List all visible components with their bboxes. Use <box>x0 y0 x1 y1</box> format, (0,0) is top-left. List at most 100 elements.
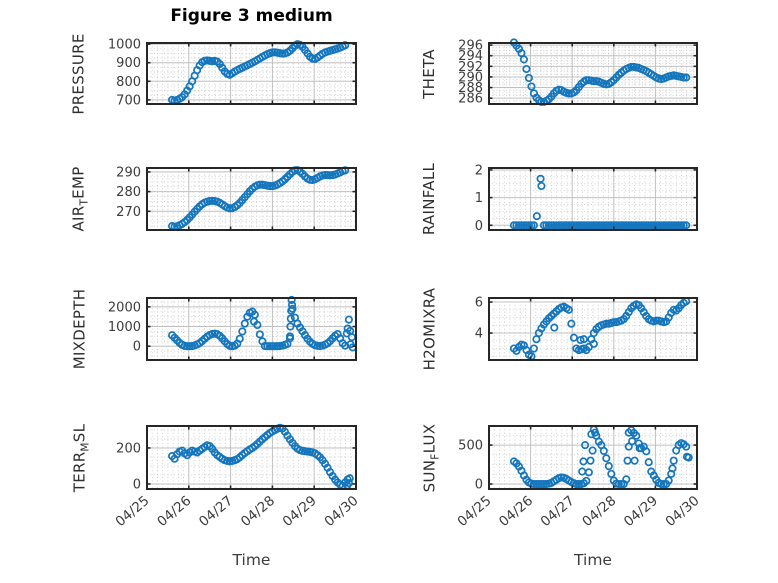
y-tick-label: 800 <box>116 75 141 90</box>
y-axis-label: H2OMIXRA <box>420 287 438 371</box>
y-tick-label: 700 <box>116 93 141 108</box>
x-axis-label-right: Time <box>574 551 612 569</box>
minor-grid <box>147 298 356 360</box>
y-tick-labels: 0 200 <box>116 441 141 492</box>
tick-marks <box>489 426 697 489</box>
plot-area: 700 800 900 1000 <box>108 38 357 108</box>
y-tick-label: 500 <box>458 439 483 454</box>
minor-grid <box>147 426 356 489</box>
plot-area: 46 <box>475 296 698 361</box>
plot-area: 0 1 2 <box>475 163 698 234</box>
y-tick-label: 900 <box>116 56 141 71</box>
tick-marks <box>147 298 356 360</box>
data-points <box>168 295 357 352</box>
y-axis-label: TERRMSL <box>70 423 91 492</box>
x-tick-label: 04/29 <box>280 493 320 530</box>
y-tick-label: 200 <box>116 441 141 456</box>
axes-box <box>488 297 698 361</box>
minor-grid <box>489 426 697 489</box>
y-tick-labels: 0 1000 2000 <box>108 300 141 354</box>
figure-title: Figure 3 medium <box>170 6 333 26</box>
subplot-terr-msl: 0 200 04/25 04/26 04/27 04/28 04/29 04/30 TERRMS… <box>70 423 362 530</box>
axes-box <box>488 42 698 105</box>
y-axis-label: AIRTEMP <box>70 166 92 232</box>
x-tick-label: 04/25 <box>454 493 494 530</box>
y-tick-label: 4 <box>475 327 483 342</box>
x-tick-label: 04/29 <box>621 493 661 530</box>
subplot-theta: 286 288 290 292 294 296 THETA <box>420 38 698 107</box>
y-tick-label: 290 <box>116 165 141 180</box>
y-tick-label: 6 <box>475 296 483 311</box>
minor-grid <box>489 168 697 230</box>
y-tick-label: 1000 <box>108 320 141 335</box>
y-tick-label: 280 <box>116 185 141 200</box>
x-tick-label: 04/26 <box>496 493 536 530</box>
plot-area: 270 280 290 <box>116 165 357 231</box>
subplot-rainfall: 0 1 2 RAINFALL <box>420 163 698 235</box>
x-tick-label: 04/27 <box>196 493 236 530</box>
y-tick-label: 0 <box>475 219 483 234</box>
y-tick-labels: 700 800 900 1000 <box>108 38 141 109</box>
y-tick-label: 288 <box>458 81 483 96</box>
y-tick-label: 1 <box>475 191 483 206</box>
y-tick-label: 270 <box>116 205 141 220</box>
axes-box <box>488 167 698 231</box>
y-axis-label: THETA <box>420 48 438 99</box>
y-tick-label: 294 <box>458 49 483 64</box>
x-tick-label: 04/25 <box>112 493 152 530</box>
x-tick-labels: 04/25 04/26 04/27 04/28 04/29 04/30 <box>112 493 361 530</box>
y-tick-label: 296 <box>458 39 483 54</box>
x-axis-label-left: Time <box>232 551 271 569</box>
y-tick-label: 2000 <box>108 300 141 315</box>
tick-marks <box>489 43 697 104</box>
x-tick-label: 04/27 <box>538 493 578 530</box>
y-axis-label: SUNFLUX <box>420 423 442 492</box>
x-tick-labels: 04/25 04/26 04/27 04/28 04/29 04/30 <box>454 493 702 530</box>
y-tick-label: 286 <box>458 92 483 107</box>
y-tick-labels: 0 1 2 <box>475 163 483 233</box>
subplot-sun-flux: 0 500 04/25 04/26 04/27 04/28 04/29 04/30 SUNFLU… <box>420 423 703 530</box>
tick-marks <box>489 168 697 230</box>
data-points <box>509 174 691 230</box>
major-grid <box>489 298 697 360</box>
tick-marks <box>147 168 356 230</box>
x-tick-label: 04/30 <box>662 493 702 530</box>
x-tick-label: 04/28 <box>238 493 278 530</box>
y-axis-label: MIXDEPTH <box>70 288 88 370</box>
data-points <box>509 297 691 361</box>
subplot-h2omixra: 4 6 H2OMIXRA <box>420 288 698 370</box>
y-axis-label: PRESSURE <box>70 32 88 115</box>
axes-box <box>146 297 357 361</box>
y-axis-label: RAINFALL <box>420 162 439 236</box>
tick-marks <box>489 298 697 360</box>
y-tick-labels: 0 500 <box>458 439 483 493</box>
y-tick-label: 2 <box>475 163 483 178</box>
tick-marks <box>147 426 356 489</box>
x-tick-label: 04/30 <box>321 493 361 530</box>
axes-box <box>146 425 357 490</box>
plot-area: 0 500 04/25 04/26 04/27 04/28 04/29 04/30 <box>454 425 703 530</box>
y-tick-label: 0 <box>133 477 141 492</box>
y-tick-labels: 270 280 290 <box>116 165 141 219</box>
tick-marks <box>147 43 356 104</box>
y-tick-labels: 46 <box>475 296 483 342</box>
y-tick-label: 290 <box>458 70 483 85</box>
y-tick-label: 1000 <box>108 38 141 53</box>
x-tick-label: 04/28 <box>579 493 619 530</box>
data-points <box>168 166 350 231</box>
y-tick-label: 0 <box>133 340 141 355</box>
data-points <box>168 423 354 490</box>
axes-box <box>488 425 698 490</box>
axes-box <box>146 42 357 105</box>
x-tick-label: 04/26 <box>154 493 194 530</box>
subplot-mixdepth: 0 1000 2000 MIXDEPTH <box>70 289 357 369</box>
subplot-air-temp: 270 280 290 AIRTEMP <box>70 165 357 232</box>
subplot-pressure: 700 800 900 1000 PRESSURE <box>70 33 357 114</box>
plot-area: 0 1000 2000 <box>108 295 357 361</box>
y-tick-label: 0 <box>475 478 483 493</box>
data-points <box>509 425 693 489</box>
axes-box <box>146 167 357 231</box>
